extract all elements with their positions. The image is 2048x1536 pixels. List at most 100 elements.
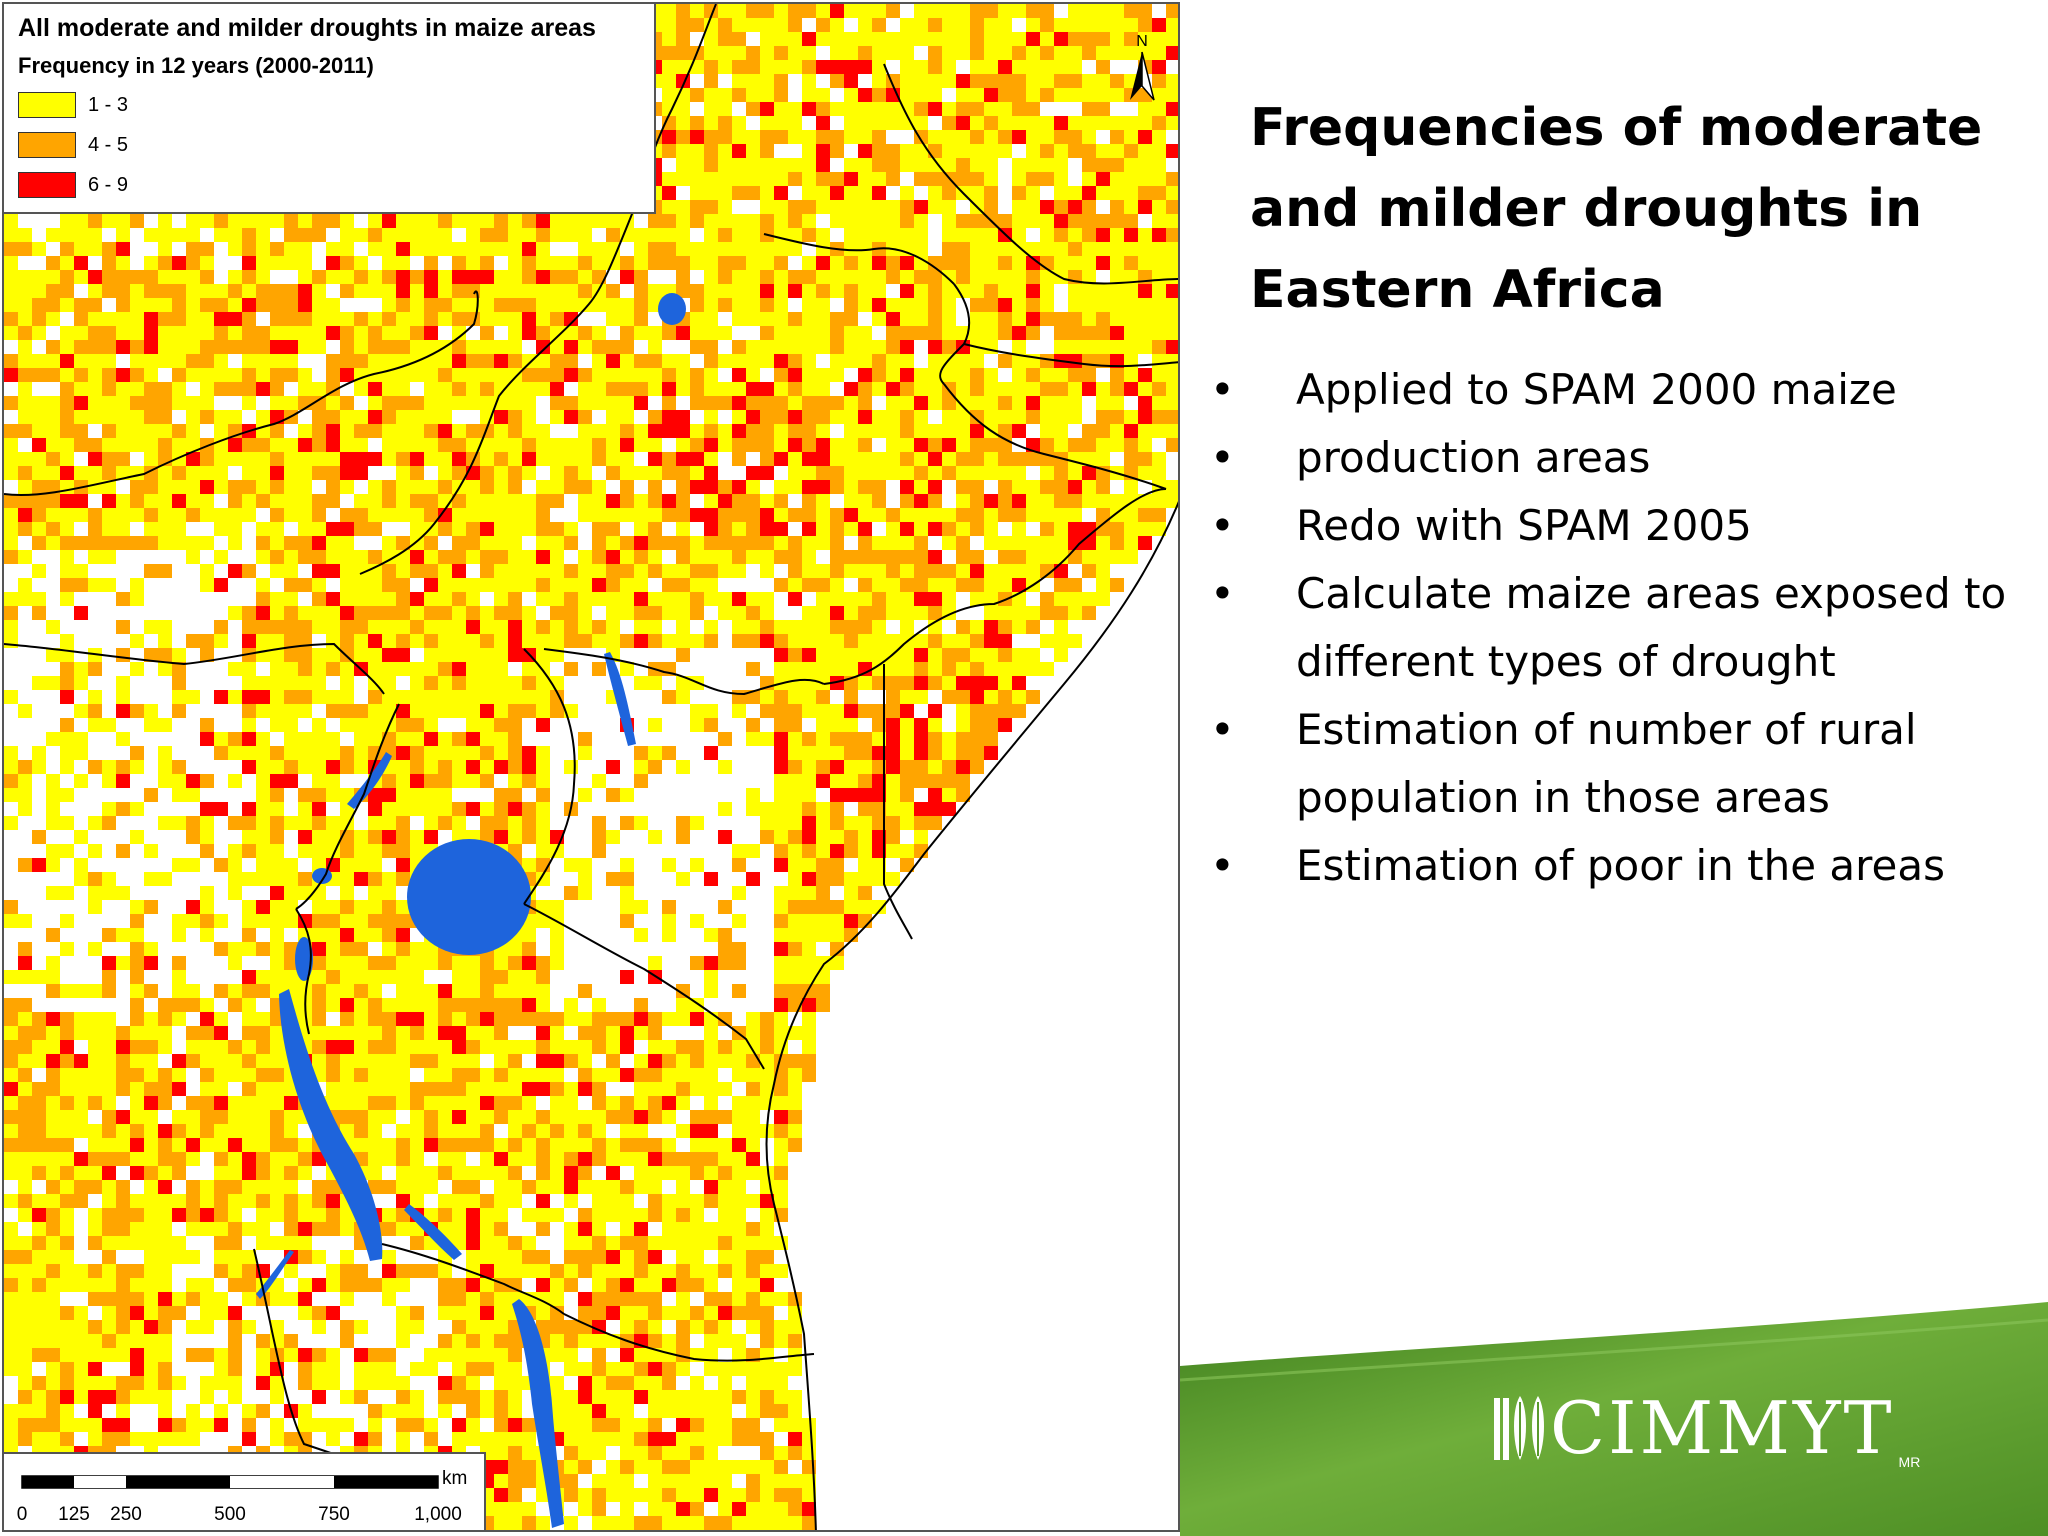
raster-cell [116,1110,130,1124]
raster-cell [424,228,438,242]
raster-cell [1040,592,1054,606]
raster-cell [508,788,522,802]
raster-cell [844,102,858,116]
raster-cell [648,354,662,368]
raster-cell [872,354,886,368]
raster-cell [18,1068,32,1082]
raster-cell [1110,4,1124,18]
raster-cell [340,662,354,676]
raster-cell [578,984,592,998]
raster-cell [242,928,256,942]
raster-cell [914,648,928,662]
raster-cell [410,984,424,998]
raster-cell [774,32,788,46]
raster-cell [480,662,494,676]
raster-cell [732,130,746,144]
raster-cell [396,564,410,578]
raster-cell [676,284,690,298]
raster-cell [270,900,284,914]
raster-cell [1068,634,1082,648]
raster-cell [774,620,788,634]
raster-cell [116,452,130,466]
raster-cell [494,270,508,284]
raster-cell [536,676,550,690]
raster-cell [326,760,340,774]
raster-cell [130,424,144,438]
raster-cell [368,1040,382,1054]
raster-cell [172,1166,186,1180]
raster-cell [242,690,256,704]
raster-cell [704,928,718,942]
raster-cell [1166,270,1178,284]
raster-cell [396,438,410,452]
raster-cell [494,984,508,998]
raster-cell [788,228,802,242]
raster-cell [410,214,424,228]
raster-cell [368,382,382,396]
raster-cell [970,368,984,382]
raster-cell [312,312,326,326]
raster-cell [662,60,676,74]
raster-cell [452,984,466,998]
raster-cell [634,620,648,634]
raster-cell [788,340,802,354]
raster-cell [74,1054,88,1068]
raster-cell [522,494,536,508]
raster-cell [956,732,970,746]
raster-cell [158,494,172,508]
raster-cell [46,312,60,326]
raster-cell [508,214,522,228]
raster-cell [858,284,872,298]
raster-cell [802,298,816,312]
raster-cell [214,312,228,326]
raster-cell [32,354,46,368]
raster-cell [88,536,102,550]
raster-cell [564,858,578,872]
raster-cell [32,1152,46,1166]
raster-cell [522,270,536,284]
raster-cell [46,788,60,802]
raster-cell [928,522,942,536]
raster-cell [340,270,354,284]
raster-cell [788,634,802,648]
raster-cell [88,214,102,228]
raster-cell [914,228,928,242]
raster-cell [186,1138,200,1152]
raster-cell [158,1082,172,1096]
raster-cell [536,340,550,354]
raster-cell [452,956,466,970]
raster-cell [1054,564,1068,578]
raster-cell [830,340,844,354]
raster-cell [508,634,522,648]
raster-cell [816,88,830,102]
raster-cell [452,634,466,648]
raster-cell [858,424,872,438]
raster-cell [1166,284,1178,298]
raster-cell [760,74,774,88]
raster-cell [970,690,984,704]
raster-cell [158,620,172,634]
raster-cell [1040,424,1054,438]
raster-cell [746,690,760,704]
raster-cell [130,830,144,844]
raster-cell [200,298,214,312]
raster-cell [928,648,942,662]
raster-cell [592,1152,606,1166]
raster-cell [480,578,494,592]
raster-cell [1026,46,1040,60]
raster-cell [32,1096,46,1110]
raster-cell [564,620,578,634]
raster-cell [648,760,662,774]
raster-cell [648,1054,662,1068]
raster-cell [830,172,844,186]
raster-cell [690,1082,704,1096]
raster-cell [228,480,242,494]
raster-cell [858,214,872,228]
raster-cell [690,1068,704,1082]
raster-cell [928,172,942,186]
raster-cell [494,1152,508,1166]
raster-cell [956,634,970,648]
raster-cell [662,494,676,508]
raster-cell [970,732,984,746]
raster-cell [760,1012,774,1026]
